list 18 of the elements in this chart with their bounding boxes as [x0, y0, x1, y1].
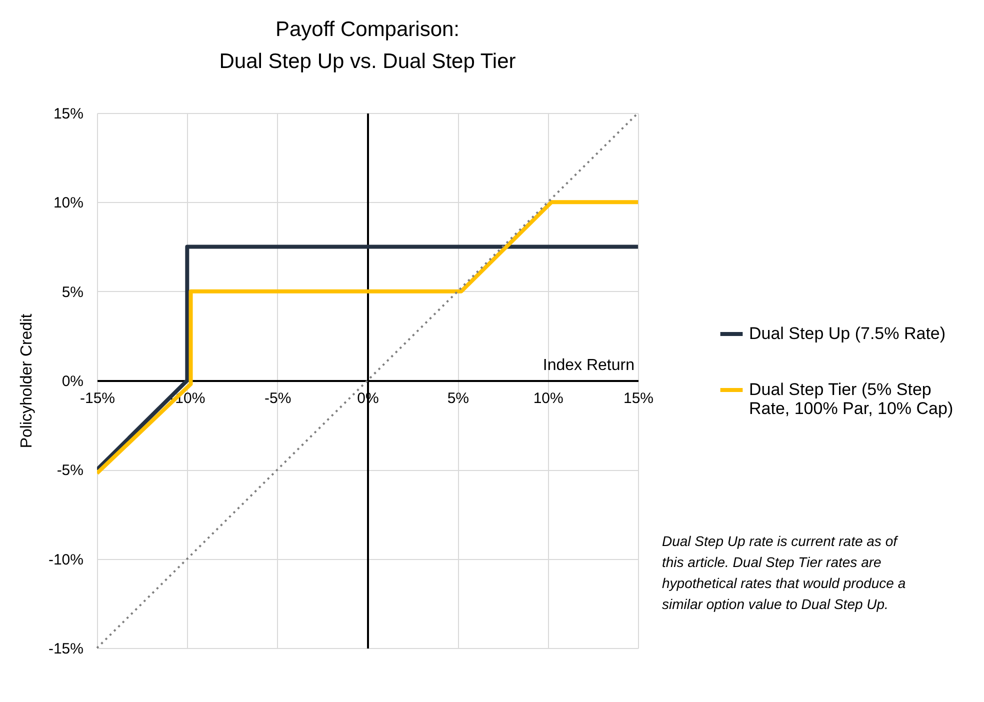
y-tick-label: 0%	[62, 373, 84, 390]
legend-label: Dual Step Up (7.5% Rate)	[749, 324, 946, 343]
chart-title: Payoff Comparison: Dual Step Up vs. Dual Step Tier	[219, 18, 516, 73]
text: Dual Step Up rate is current rate as of this article. Dual Step Tier rates are hypothetical rates that would produce a similar option value to Dual Step Up.	[662, 533, 906, 612]
x-tick-label: 5%	[447, 390, 470, 407]
x-axis-title: Index Return	[542, 357, 634, 374]
x-tick-label: -15%	[80, 390, 116, 407]
y-tick-label: -10%	[48, 551, 84, 568]
x-tick-label: 15%	[623, 390, 654, 407]
y-tick-label: 10%	[53, 194, 84, 212]
legend-label: Dual Step Tier (5% Step Rate, 100% Par, 10% Cap)	[749, 380, 954, 418]
x-tick-label: 10%	[533, 390, 564, 407]
y-tick-label: 15%	[53, 106, 84, 122]
y-axis-title: Policyholder Credit	[18, 313, 36, 448]
y-tick-label: -5%	[56, 462, 84, 480]
y-tick-label: -15%	[48, 640, 84, 658]
y-tick-label: 5%	[62, 284, 84, 301]
x-tick-label: -5%	[264, 390, 292, 407]
